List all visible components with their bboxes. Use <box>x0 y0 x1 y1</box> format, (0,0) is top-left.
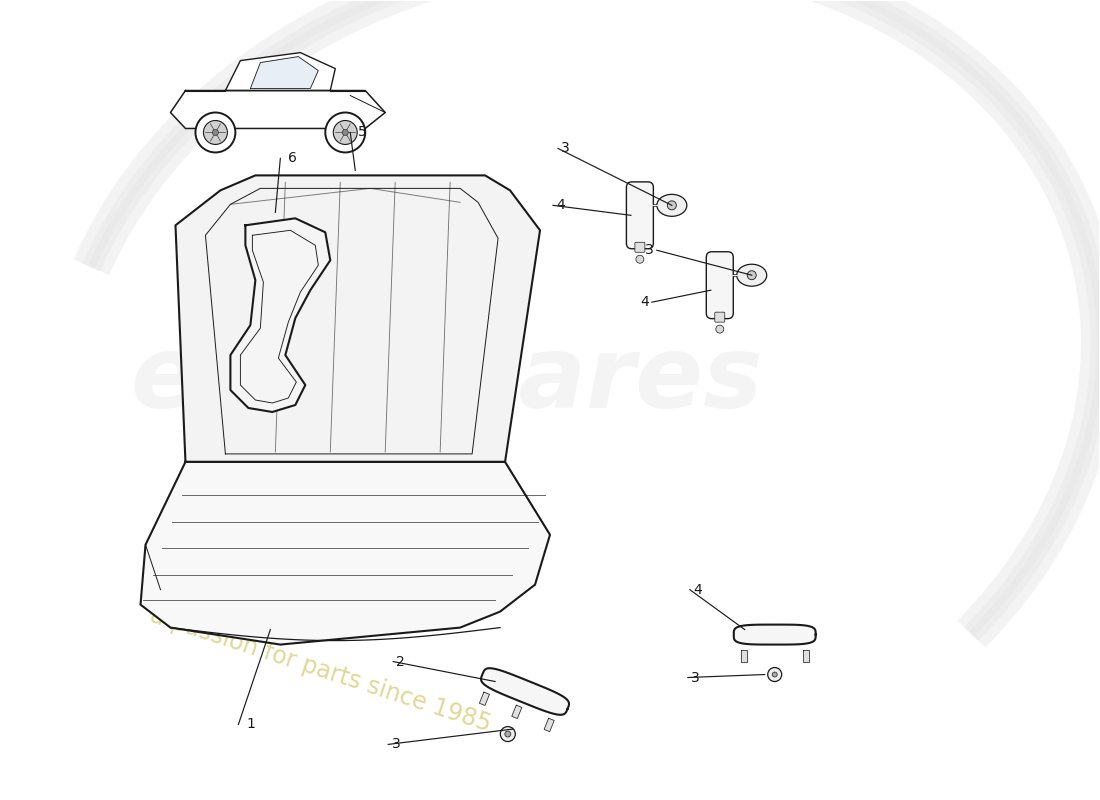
Polygon shape <box>512 705 521 718</box>
Polygon shape <box>251 57 318 89</box>
Text: 3: 3 <box>691 670 700 685</box>
Polygon shape <box>230 218 330 412</box>
FancyBboxPatch shape <box>715 312 725 322</box>
Text: 6: 6 <box>288 151 297 166</box>
Text: 3: 3 <box>561 142 570 155</box>
FancyBboxPatch shape <box>635 242 645 252</box>
Polygon shape <box>544 718 554 732</box>
Circle shape <box>747 270 756 280</box>
Polygon shape <box>176 175 540 462</box>
Circle shape <box>342 130 349 135</box>
Circle shape <box>500 726 515 742</box>
FancyBboxPatch shape <box>706 252 734 318</box>
Polygon shape <box>226 53 336 90</box>
Circle shape <box>505 731 510 737</box>
Text: 4: 4 <box>640 295 649 309</box>
Text: 2: 2 <box>396 654 405 669</box>
Text: 3: 3 <box>645 243 653 258</box>
Text: a passion for parts since 1985: a passion for parts since 1985 <box>146 603 494 736</box>
Circle shape <box>716 325 724 333</box>
Polygon shape <box>141 462 550 645</box>
Circle shape <box>196 113 235 153</box>
Circle shape <box>768 667 782 682</box>
Polygon shape <box>480 692 490 706</box>
Circle shape <box>772 672 778 677</box>
Text: 4: 4 <box>693 582 702 597</box>
Polygon shape <box>803 650 808 662</box>
Polygon shape <box>481 668 569 714</box>
Ellipse shape <box>737 264 767 286</box>
Circle shape <box>668 201 676 210</box>
Text: eurospares: eurospares <box>131 331 763 429</box>
Circle shape <box>636 255 644 263</box>
Circle shape <box>326 113 365 153</box>
Text: 1: 1 <box>246 718 255 731</box>
Circle shape <box>333 121 358 145</box>
Circle shape <box>204 121 228 145</box>
Text: 4: 4 <box>557 198 565 212</box>
Circle shape <box>212 130 219 135</box>
Text: 3: 3 <box>392 738 400 751</box>
Polygon shape <box>734 625 816 645</box>
Polygon shape <box>170 90 385 129</box>
Text: 5: 5 <box>358 126 366 139</box>
FancyBboxPatch shape <box>626 182 653 249</box>
Polygon shape <box>740 650 747 662</box>
Ellipse shape <box>657 194 686 216</box>
